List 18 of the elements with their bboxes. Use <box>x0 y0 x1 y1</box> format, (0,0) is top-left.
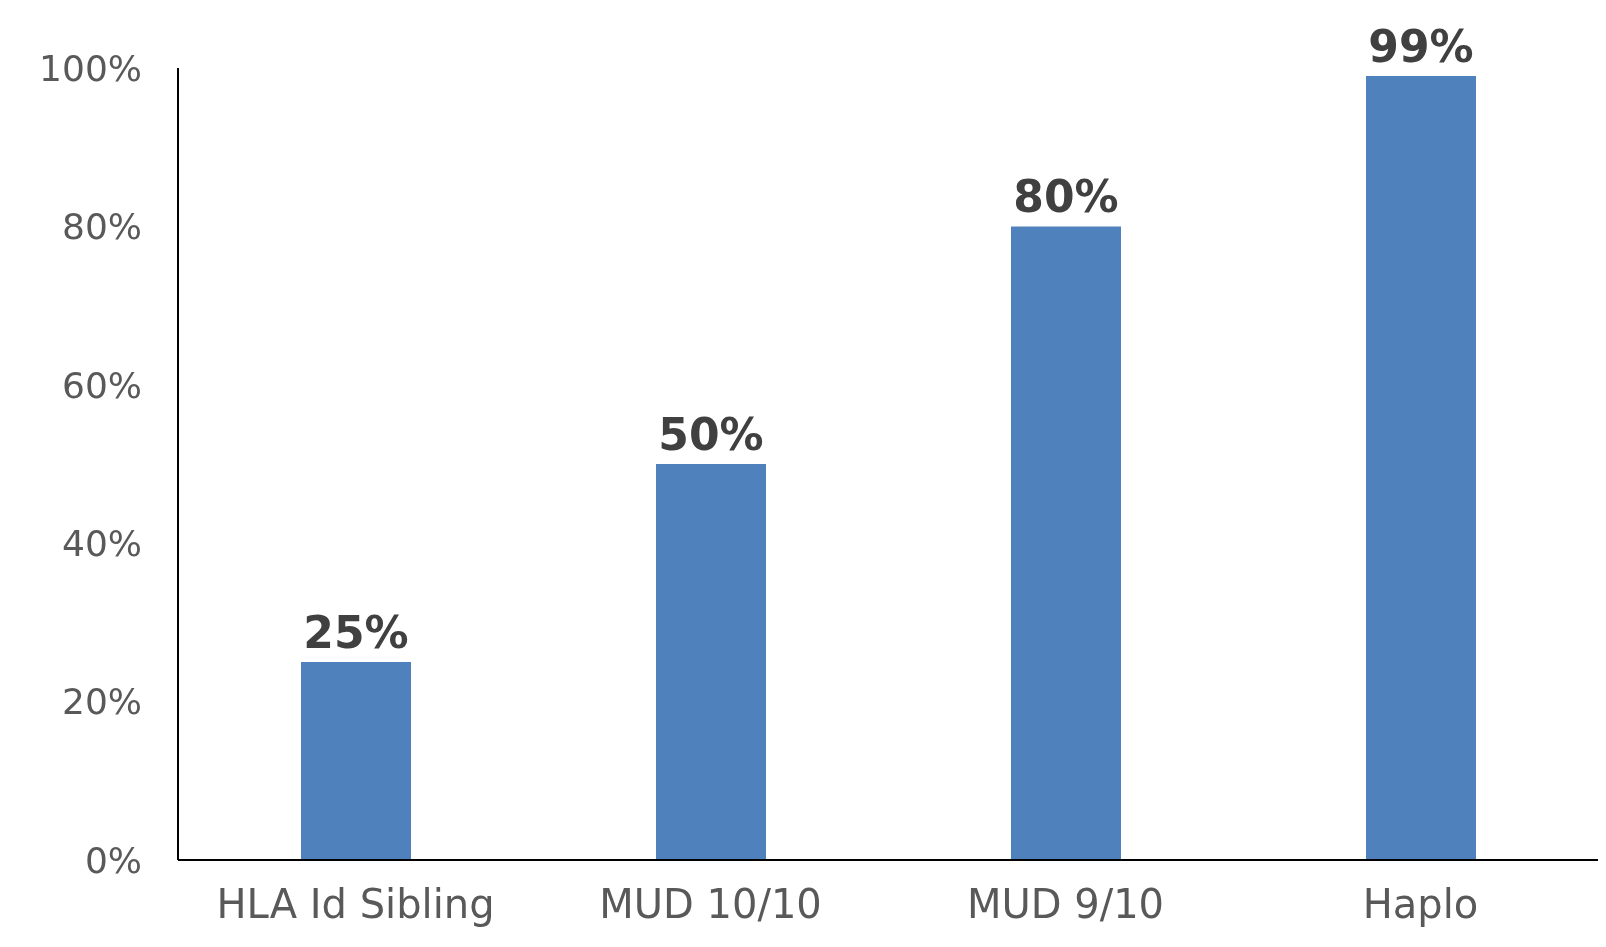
data-label: 80% <box>1013 171 1119 223</box>
y-tick-label: 100% <box>39 47 142 89</box>
y-tick-label: 60% <box>61 364 142 406</box>
x-tick-label: Haplo <box>1362 881 1479 928</box>
bar <box>301 662 411 860</box>
y-tick-label: 40% <box>61 522 142 564</box>
data-label: 25% <box>303 607 409 658</box>
data-label: 99% <box>1368 20 1474 72</box>
x-tick-label: MUD 10/10 <box>599 881 822 928</box>
bar <box>656 464 766 860</box>
bar <box>1011 226 1121 860</box>
x-tick-label: MUD 9/10 <box>966 881 1165 928</box>
x-tick-label: HLA Id Sibling <box>216 881 495 928</box>
y-tick-label: 80% <box>61 206 142 248</box>
bar <box>1366 75 1476 860</box>
y-tick-label: 20% <box>61 681 142 723</box>
y-tick-label: 0% <box>84 839 142 881</box>
data-label: 50% <box>658 409 764 460</box>
